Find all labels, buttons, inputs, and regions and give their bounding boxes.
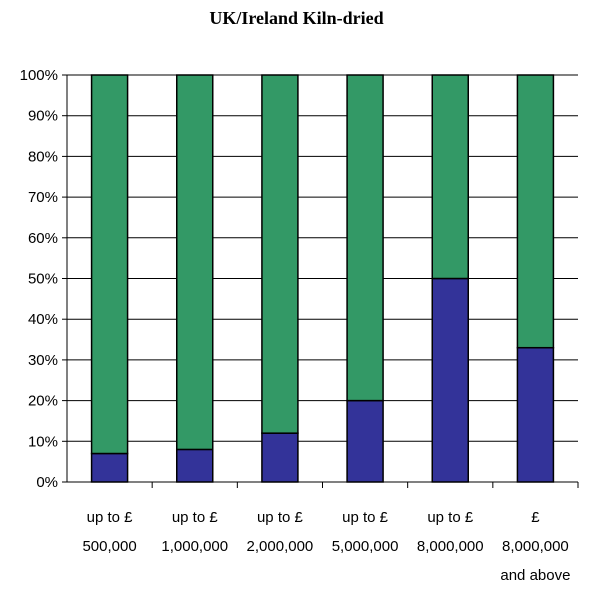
y-tick-label: 0% <box>36 474 58 491</box>
bar-segment-series-1-cat-1 <box>90 452 129 483</box>
x-tick-label: up to £1,000,000 <box>161 509 228 555</box>
bars <box>90 74 555 483</box>
bar-segment-series-1-cat-6 <box>516 346 555 483</box>
bar-segment-series-2-cat-1 <box>90 74 129 455</box>
y-tick-label: 100% <box>20 67 58 84</box>
x-tick-label: up to £5,000,000 <box>332 509 399 555</box>
bar-segment-series-2-cat-2 <box>176 74 214 451</box>
axes <box>62 74 579 488</box>
chart-title: UK/Ireland Kiln-dried <box>209 8 384 28</box>
y-tick-label: 40% <box>28 311 58 328</box>
gridlines <box>67 74 578 483</box>
y-tick-label: 70% <box>28 189 58 206</box>
bar-segment-series-1-cat-2 <box>176 448 214 483</box>
bar-segment-series-2-cat-4 <box>346 74 384 402</box>
bar-segment-series-2-cat-3 <box>261 74 299 434</box>
y-tick-label: 60% <box>28 230 58 247</box>
y-tick-label: 20% <box>28 393 58 410</box>
y-tick-label: 50% <box>28 271 58 288</box>
y-tick-label: 80% <box>28 148 58 165</box>
x-tick-labels: up to £500,000 up to £1,000,000 up to £2,0… <box>82 509 570 584</box>
y-tick-label: 90% <box>28 108 58 125</box>
bar-segment-series-1-cat-3 <box>261 432 299 483</box>
x-tick-label: £8,000,000 and above <box>500 509 570 584</box>
bar-segment-series-2-cat-6 <box>516 74 555 349</box>
y-tick-label: 10% <box>28 433 58 450</box>
bar-segment-series-1-cat-5 <box>431 277 469 483</box>
bar-segment-series-2-cat-5 <box>431 74 469 280</box>
x-tick-label: up to £500,000 <box>82 509 136 555</box>
x-tick-label: up to £2,000,000 <box>247 509 314 555</box>
bar-segment-series-1-cat-4 <box>346 399 384 483</box>
y-tick-label: 30% <box>28 352 58 369</box>
x-tick-label: up to £8,000,000 <box>417 509 484 555</box>
y-tick-labels: 0% 10% 20% 30% 40% 50% 60% 70% 80% 90% 100% <box>20 67 58 491</box>
